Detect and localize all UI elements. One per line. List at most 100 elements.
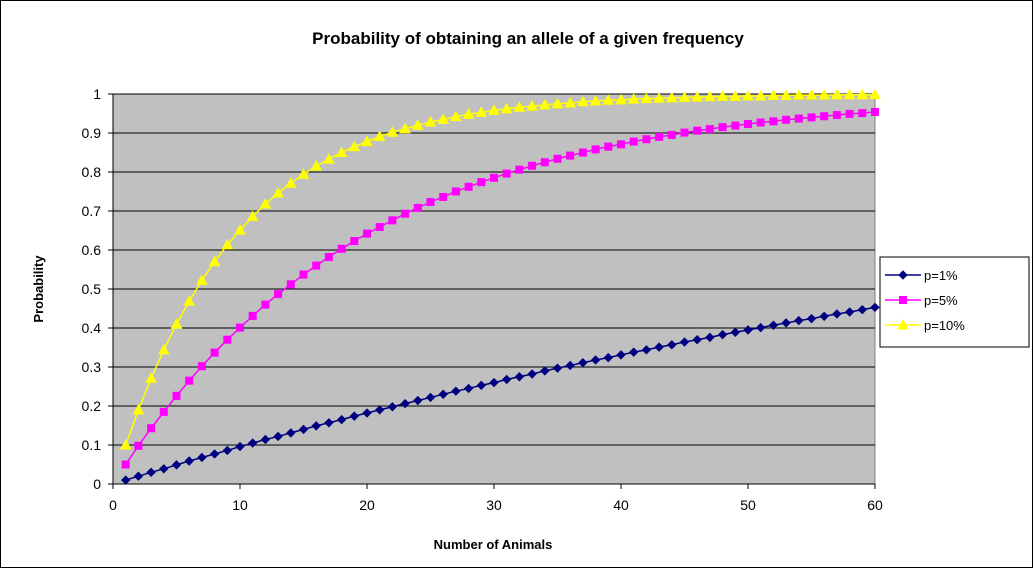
data-point	[641, 345, 652, 355]
data-point	[794, 114, 803, 123]
data-point	[679, 337, 690, 347]
data-point	[680, 128, 689, 137]
data-point	[209, 449, 220, 459]
data-point	[299, 270, 308, 279]
data-point	[858, 109, 867, 118]
data-point	[832, 309, 842, 319]
data-point	[718, 123, 727, 132]
data-point	[437, 113, 450, 124]
data-point	[515, 165, 524, 174]
data-point	[463, 383, 474, 394]
data-point	[297, 168, 310, 179]
data-point	[286, 428, 296, 438]
data-point	[642, 135, 651, 144]
data-point	[768, 320, 779, 330]
y-tick-label: 0.6	[82, 242, 102, 258]
y-axis-title: Probability	[31, 255, 46, 323]
data-point	[591, 145, 600, 154]
data-point	[121, 460, 130, 469]
data-point	[425, 392, 436, 403]
data-point	[464, 182, 473, 191]
data-point	[528, 161, 537, 170]
x-axis-title: Number of Animals	[434, 537, 553, 552]
x-tick-label: 10	[232, 497, 248, 513]
data-point	[717, 329, 728, 340]
data-point	[197, 362, 206, 371]
data-point	[502, 169, 511, 178]
data-point	[223, 335, 232, 344]
data-point	[222, 445, 233, 456]
data-point	[439, 192, 448, 201]
data-point	[284, 177, 297, 188]
data-point	[184, 456, 194, 466]
data-point	[134, 441, 143, 450]
data-point	[629, 137, 638, 146]
data-point	[538, 98, 551, 110]
data-point	[590, 355, 601, 365]
data-point	[603, 352, 614, 363]
data-point	[501, 374, 512, 385]
data-point	[744, 120, 752, 129]
data-point	[221, 238, 234, 250]
data-point	[869, 88, 881, 100]
data-point	[653, 92, 665, 103]
data-point	[756, 118, 765, 127]
data-point	[350, 237, 359, 246]
data-point	[298, 424, 309, 435]
data-point	[411, 119, 424, 130]
y-tick-label: 0	[93, 476, 101, 492]
series-0	[120, 302, 880, 485]
data-point	[234, 224, 246, 235]
data-point	[831, 88, 843, 100]
data-point	[476, 380, 487, 391]
data-point	[540, 158, 549, 167]
data-point	[655, 132, 664, 141]
data-point	[477, 178, 486, 187]
data-point	[577, 95, 589, 107]
data-point	[120, 475, 131, 485]
data-point	[767, 89, 780, 101]
data-point	[665, 91, 678, 103]
y-tick-label: 0.9	[82, 125, 102, 141]
data-point	[324, 253, 333, 262]
data-point	[805, 89, 818, 100]
y-tick-label: 0.4	[82, 320, 102, 336]
data-point	[640, 92, 653, 104]
data-point	[755, 322, 766, 333]
data-point	[615, 93, 627, 105]
y-tick-label: 0.1	[82, 437, 102, 453]
data-point	[807, 113, 816, 122]
data-point	[844, 307, 855, 317]
data-point	[667, 130, 676, 139]
data-point	[451, 187, 460, 196]
legend-label: p=10%	[924, 318, 965, 333]
data-point	[616, 350, 626, 360]
data-point	[335, 146, 348, 157]
data-point	[310, 160, 323, 171]
data-point	[413, 203, 422, 212]
data-point	[260, 434, 271, 445]
data-point	[564, 96, 577, 108]
data-point	[246, 210, 259, 221]
data-point	[197, 452, 207, 463]
data-point	[843, 88, 856, 100]
data-point	[388, 216, 397, 225]
data-point	[488, 104, 500, 115]
data-point	[273, 431, 283, 442]
data-point	[832, 111, 841, 120]
y-tick-label: 0.7	[82, 203, 102, 219]
data-point	[424, 116, 437, 127]
y-axis-ticks: 0 0.1 0.2 0.3 0.4 0.5 0.6 0.7 0.8 0.9 1	[82, 86, 113, 492]
data-point	[236, 323, 244, 332]
data-point	[170, 318, 183, 329]
data-point	[208, 255, 221, 267]
data-point	[845, 109, 854, 118]
x-tick-label: 20	[359, 497, 375, 513]
data-point	[235, 441, 245, 452]
data-point	[387, 402, 398, 412]
data-point	[769, 117, 778, 126]
data-point	[527, 369, 537, 379]
data-point	[806, 313, 817, 324]
data-point	[399, 122, 411, 134]
